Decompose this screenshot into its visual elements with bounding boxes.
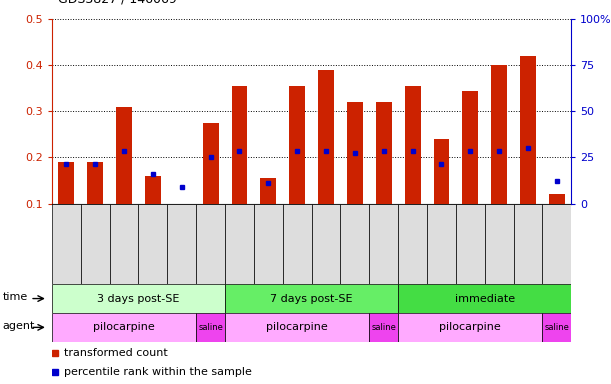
- Bar: [254, 204, 283, 284]
- Bar: [196, 204, 225, 284]
- Bar: [232, 86, 247, 204]
- Bar: [520, 56, 536, 204]
- Bar: [463, 91, 478, 204]
- Bar: [52, 313, 196, 342]
- Bar: [398, 204, 427, 284]
- Bar: [116, 107, 132, 204]
- Bar: [225, 284, 398, 313]
- Bar: [398, 313, 543, 342]
- Bar: [81, 204, 109, 284]
- Bar: [404, 86, 420, 204]
- Text: time: time: [2, 292, 28, 302]
- Bar: [312, 204, 340, 284]
- Bar: [109, 204, 139, 284]
- Bar: [260, 178, 276, 204]
- Bar: [196, 313, 225, 342]
- Bar: [485, 204, 514, 284]
- Bar: [549, 194, 565, 204]
- Text: saline: saline: [371, 323, 396, 332]
- Bar: [543, 313, 571, 342]
- Bar: [347, 102, 363, 204]
- Bar: [52, 204, 81, 284]
- Text: percentile rank within the sample: percentile rank within the sample: [64, 367, 252, 377]
- Bar: [491, 65, 507, 204]
- Bar: [398, 284, 571, 313]
- Bar: [369, 204, 398, 284]
- Bar: [145, 176, 161, 204]
- Bar: [87, 162, 103, 204]
- Bar: [289, 86, 305, 204]
- Text: pilocarpine: pilocarpine: [93, 322, 155, 333]
- Bar: [52, 284, 225, 313]
- Bar: [427, 204, 456, 284]
- Bar: [225, 313, 369, 342]
- Bar: [543, 204, 571, 284]
- Text: agent: agent: [2, 321, 35, 331]
- Bar: [225, 204, 254, 284]
- Text: pilocarpine: pilocarpine: [266, 322, 328, 333]
- Bar: [514, 204, 543, 284]
- Bar: [167, 204, 196, 284]
- Bar: [59, 162, 75, 204]
- Bar: [283, 204, 312, 284]
- Text: GDS3827 / 146069: GDS3827 / 146069: [58, 0, 177, 6]
- Text: immediate: immediate: [455, 293, 515, 304]
- Text: transformed count: transformed count: [64, 348, 168, 358]
- Text: 3 days post-SE: 3 days post-SE: [97, 293, 180, 304]
- Text: pilocarpine: pilocarpine: [439, 322, 501, 333]
- Bar: [340, 204, 369, 284]
- Bar: [318, 70, 334, 204]
- Bar: [203, 123, 219, 204]
- Bar: [369, 313, 398, 342]
- Bar: [139, 204, 167, 284]
- Text: saline: saline: [544, 323, 569, 332]
- Text: 7 days post-SE: 7 days post-SE: [270, 293, 353, 304]
- Text: saline: saline: [198, 323, 223, 332]
- Bar: [376, 102, 392, 204]
- Bar: [434, 139, 449, 204]
- Bar: [456, 204, 485, 284]
